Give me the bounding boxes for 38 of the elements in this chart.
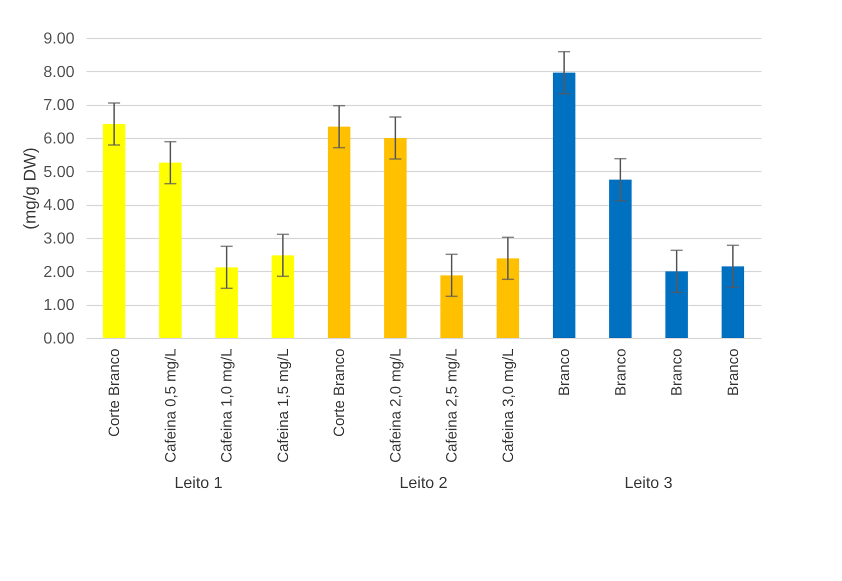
bar bbox=[215, 267, 238, 338]
x-tick-label: Cafeina 2,5 mg/L bbox=[444, 348, 461, 463]
bar bbox=[272, 255, 294, 338]
x-tick-label: Cafeina 0,5 mg/L bbox=[162, 348, 180, 463]
bar bbox=[609, 180, 632, 338]
y-tick-label: 0.00 bbox=[43, 330, 75, 348]
y-tick-label: 9.00 bbox=[43, 30, 75, 48]
bar bbox=[665, 271, 688, 338]
x-tick-label: Cafeina 3,0 mg/L bbox=[500, 348, 517, 463]
x-tick-label: Cafeina 1,5 mg/L bbox=[274, 348, 292, 463]
bar bbox=[384, 138, 407, 338]
bar bbox=[496, 258, 520, 338]
x-tick-label: Branco bbox=[724, 348, 742, 396]
x-tick-label: Cafeina 2,0 mg/L bbox=[387, 348, 404, 463]
y-axis-title: (mg/g DW) bbox=[20, 147, 40, 230]
bar bbox=[440, 275, 463, 338]
y-tick-label: 7.00 bbox=[43, 97, 75, 114]
bar bbox=[552, 72, 576, 338]
x-tick-label: Branco bbox=[612, 348, 630, 396]
bar bbox=[159, 162, 182, 338]
y-tick-label: 4.00 bbox=[43, 197, 75, 214]
y-tick-label: 3.00 bbox=[43, 230, 75, 248]
x-tick-label: Corte Branco bbox=[331, 348, 348, 437]
y-tick-label: 2.00 bbox=[43, 264, 75, 281]
x-tick-label: Cafeina 1,0 mg/L bbox=[218, 348, 236, 463]
y-tick-label: 5.00 bbox=[43, 164, 75, 181]
x-tick-label: Branco bbox=[668, 348, 686, 396]
x-tick-label: Corte Branco bbox=[106, 348, 124, 437]
bar bbox=[102, 124, 126, 338]
bar bbox=[722, 266, 744, 338]
y-tick-label: 6.00 bbox=[43, 130, 75, 148]
y-tick-label: 1.00 bbox=[43, 297, 75, 314]
bar bbox=[328, 126, 350, 338]
text: Leito 2 bbox=[399, 475, 448, 492]
text: Leito 3 bbox=[624, 475, 673, 492]
y-tick-label: 8.00 bbox=[43, 64, 75, 81]
text: Leito 1 bbox=[174, 475, 223, 492]
x-tick-label: Branco bbox=[556, 348, 574, 396]
